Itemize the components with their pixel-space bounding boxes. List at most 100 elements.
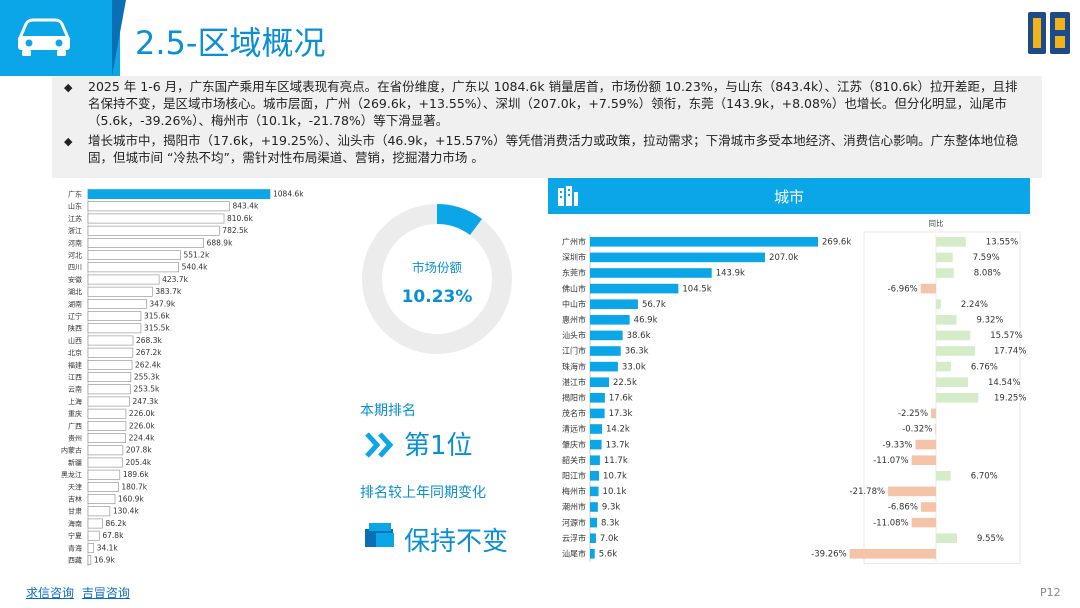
city-bar [590,455,600,465]
brand-logo [1028,12,1070,54]
city-tick-label: 云浮市 [562,533,586,543]
province-tick-label: 天津 [68,483,82,491]
province-bar [87,360,133,370]
yoy-value-label: 9.32% [977,316,1004,326]
yoy-bar [936,393,979,403]
province-bar [87,481,119,492]
province-tick-label: 湖南 [68,299,82,308]
province-sales-chart: 广东 1084.6k 山东 843.4k 江苏 810.6k 浙江 782.5k 河南 688.9… [52,184,352,568]
yoy-bar [936,471,951,481]
province-value-label: 34.1k [97,543,119,552]
province-value-label: 67.8k [102,531,124,540]
yoy-bar [849,549,936,559]
province-bar [87,274,160,285]
city-sales-chart: 同比 广州市 269.6k 13.55% 深圳市 207.0k 7.59% 东莞市 143.9k… [548,214,1030,570]
province-tick-label: 江西 [68,374,82,382]
city-bar [590,268,712,278]
city-bar [590,393,605,403]
rank-change-label: 排名较上年同期变化 [360,485,486,501]
province-tick-label: 北京 [68,348,82,357]
yoy-bar [936,361,951,372]
province-value-label: 782.5k [222,226,248,235]
province-value-label: 268.3k [136,336,162,345]
province-bar [87,396,130,407]
province-bar-svg: 广东 1084.6k 山东 843.4k 江苏 810.6k 浙江 782.5k 河南 688.9… [61,188,304,567]
yoy-value-label: 14.54% [988,378,1020,388]
province-tick-label: 海南 [68,519,82,528]
province-tick-label: 黑龙江 [61,470,82,479]
province-tick-label: 贵州 [68,434,82,443]
footer-link-1[interactable]: 求信咨询 [26,586,75,600]
province-tick-label: 湖北 [68,287,82,296]
yoy-value-label: -39.26% [811,550,846,560]
city-tick-label: 惠州市 [562,315,586,325]
province-tick-label: 四川 [68,264,82,272]
province-bar [87,335,134,346]
city-value-label: 5.6k [599,550,618,560]
yoy-value-label: 15.57% [990,331,1022,341]
city-tick-label: 湛江市 [562,377,586,387]
city-tick-label: 潮州市 [562,502,586,512]
footer-link-2[interactable]: 吉冒咨询 [81,586,130,600]
province-value-label: 226.0k [129,421,155,430]
footer-links: 求信咨询 吉冒咨询 [26,584,134,601]
yoy-value-label: 13.55% [986,238,1018,248]
city-value-label: 9.3k [602,503,621,513]
city-tick-label: 东莞市 [562,268,586,278]
province-tick-label: 甘肃 [68,507,82,516]
blocks-icon [365,523,394,547]
header-banner: 2.5-区域概况 [0,0,1080,76]
province-tick-label: 山西 [68,336,82,345]
yoy-bar [936,237,966,247]
yoy-value-label: 17.74% [994,347,1026,357]
share-value: 10.23% [402,287,473,307]
province-value-label: 540.4k [182,263,208,272]
city-value-label: 10.7k [603,472,627,482]
province-tick-label: 福建 [68,360,82,369]
yoy-bar [936,268,954,278]
city-bar [590,424,603,434]
city-bar [590,330,623,341]
province-value-label: 180.7k [121,482,147,491]
city-tick-label: 茂名市 [562,408,586,418]
province-tick-label: 青海 [68,543,82,552]
province-tick-label: 新疆 [68,458,82,467]
province-bar [87,237,204,248]
province-tick-label: 浙江 [68,226,82,235]
province-tick-label: 安徽 [68,275,82,284]
yoy-bar [936,252,953,263]
province-bar [87,530,100,541]
yoy-bar [936,377,968,387]
header-slant-dark [112,0,126,76]
city-tick-label: 中山市 [562,299,586,309]
rank-change-value: 保持不变 [404,527,509,557]
city-bar [590,502,598,512]
yoy-panel-frame [863,231,1021,565]
province-bar [87,518,103,529]
city-value-label: 17.6k [609,394,633,404]
city-bar [590,439,602,450]
city-section-title: 城市 [773,188,804,206]
province-value-label: 262.4k [135,360,161,369]
province-tick-label: 吉林 [68,495,82,504]
province-bar [87,213,225,224]
city-tick-label: 佛山市 [562,283,586,293]
intro-paragraph-1: 2025 年 1-6 月，广东国产乘用车区域表现有亮点。在省份维度，广东以 10… [88,79,1018,128]
province-value-label: 247.3k [132,397,158,406]
city-bar [590,299,638,309]
city-bar [590,533,596,543]
province-tick-label: 广东 [68,190,82,199]
province-bar [87,286,153,297]
intro-paragraph-2: 增长城市中，揭阳市（17.6k，+19.25%）、汕头市（46.9k，+15.5… [88,133,1019,165]
car-icon [17,18,71,56]
province-value-label: 224.4k [129,434,155,443]
province-bar [87,542,95,553]
city-value-label: 7.0k [600,534,619,544]
yoy-value-label: 6.76% [971,362,998,372]
city-value-label: 46.9k [634,316,658,326]
city-bar [590,377,610,387]
building-icon [558,186,578,206]
city-tick-label: 广州市 [562,237,586,247]
city-value-label: 36.3k [625,347,649,357]
province-bar [87,250,181,260]
